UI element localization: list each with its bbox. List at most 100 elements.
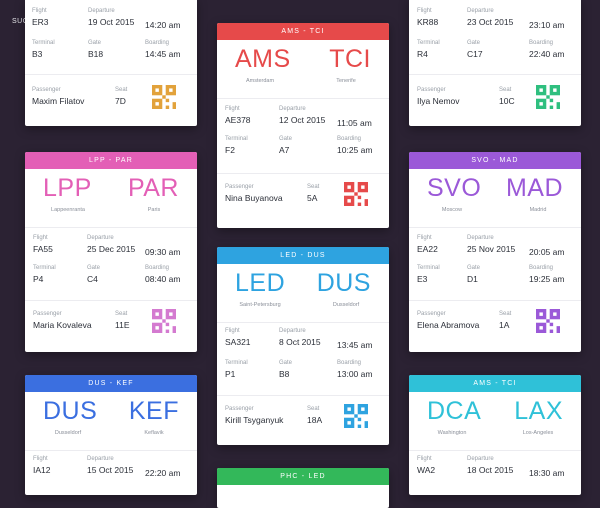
passenger-name: Maxim Filatov [32,96,85,106]
boarding-time: 22:40 am [529,49,565,59]
passenger-label: Passenger [33,311,62,317]
destination-code: KEF [128,397,179,425]
origin-code: SVO [427,174,482,202]
boarding-label: Boarding [529,40,554,46]
gate-value: C4 [87,274,98,284]
passenger-label: Passenger [225,406,254,412]
departure-time: 14:20 am [145,20,181,30]
passenger-label: Passenger [32,87,61,93]
origin-city: Washington [437,430,467,436]
departure-time: 22:20 am [145,468,181,478]
flight-label: Flight [33,235,48,241]
qr-code-icon [536,85,560,109]
departure-date: 23 Oct 2015 [467,17,514,27]
passenger-name: Ilya Nemov [417,96,460,106]
flight-label: Flight [32,8,47,14]
departure-label: Departure [279,106,306,112]
passenger-label: Passenger [417,87,446,93]
gate-label: Gate [87,265,101,271]
boarding-pass-card[interactable]: Flight KR88 Departure 23 Oct 2015 23:10 am… [409,0,581,126]
origin-city: Amsterdam [245,78,275,84]
departure-time: 11:05 am [337,118,372,128]
route-band: DUS - KEF [25,375,197,392]
departure-time: 20:05 am [529,247,565,257]
destination-code: MAD [505,174,563,202]
flight-number: KR88 [417,17,439,27]
boarding-pass-card[interactable]: AMS - TCI DCA LAX Washington Los-Angeles… [409,375,581,495]
qr-code-icon [152,309,176,333]
destination-city: Keflavik [144,430,164,436]
seat-label: Seat [499,311,512,317]
departure-date: 25 Nov 2015 [467,244,516,254]
destination-city: Los-Angeles [522,430,554,436]
seat-label: Seat [307,406,320,412]
boarding-pass-card[interactable]: LED - DUS LED DUS Saint-Petersburg Dusse… [217,247,389,445]
terminal-value: B3 [32,49,43,59]
seat-value: 18A [307,415,323,425]
flight-label: Flight [417,8,432,14]
seat-value: 10C [499,96,515,106]
seat-label: Seat [307,184,320,190]
flight-number: SA321 [225,337,251,347]
terminal-label: Terminal [225,360,248,366]
departure-time: 13:45 am [337,340,373,350]
boarding-pass-card[interactable]: LPP - PAR LPP PAR Lappeenranta Paris Fli… [25,152,197,352]
gate-value: D1 [467,274,478,284]
gate-label: Gate [279,136,293,142]
boarding-pass-card[interactable]: PHC - LED [217,468,389,508]
boarding-time: 13:00 am [337,369,373,379]
origin-code: LPP [43,174,92,202]
flight-number: EA22 [417,244,438,254]
passenger-name: Nina Buyanova [225,193,283,203]
boarding-pass-card[interactable]: AMS - TCI AMS TCI Amsterdam Tenerife Fli… [217,23,389,228]
boarding-pass-card[interactable]: SVO - MAD SVO MAD Moscow Madrid Flight EA… [409,152,581,352]
boarding-pass-card[interactable]: Flight ER3 Departure 19 Oct 2015 14:20 am … [25,0,197,126]
departure-label: Departure [467,456,494,462]
boarding-label: Boarding [145,265,170,271]
flight-label: Flight [417,456,432,462]
boarding-label: Boarding [145,40,170,46]
origin-code: LED [235,269,286,297]
origin-city: Lappeenranta [51,207,85,213]
departure-label: Departure [467,8,494,14]
boarding-pass-card[interactable]: DUS - KEF DUS KEF Dusseldorf Keflavik Fl… [25,375,197,495]
destination-code: DUS [316,269,371,297]
gate-label: Gate [88,40,102,46]
route-band: AMS - TCI [409,375,581,392]
seat-label: Seat [499,87,512,93]
seat-value: 7D [115,96,126,106]
departure-label: Departure [467,235,494,241]
departure-date: 12 Oct 2015 [279,115,326,125]
boarding-label: Boarding [337,136,362,142]
seat-label: Seat [115,311,128,317]
passenger-name: Elena Abramova [417,320,480,330]
flight-number: ER3 [32,17,49,27]
departure-time: 09:30 am [145,247,181,257]
departure-date: 8 Oct 2015 [279,337,321,347]
divider [217,98,389,99]
divider [25,450,197,451]
qr-code-icon [344,182,368,206]
departure-date: 18 Oct 2015 [467,465,514,475]
origin-city: Saint-Petersburg [239,302,281,308]
origin-code: DCA [427,397,482,425]
terminal-value: R4 [417,49,428,59]
destination-city: Madrid [529,207,547,213]
destination-city: Tenerife [336,78,356,84]
terminal-label: Terminal [417,265,440,271]
boarding-time: 14:45 am [145,49,181,59]
passenger-label: Passenger [417,311,446,317]
destination-code: LAX [514,397,563,425]
route-band: AMS - TCI [217,23,389,40]
departure-label: Departure [87,456,114,462]
qr-code-icon [152,85,176,109]
flight-number: IA12 [33,465,51,475]
origin-city: Moscow [441,207,463,213]
gate-label: Gate [279,360,293,366]
departure-date: 15 Oct 2015 [87,465,134,475]
flight-number: FA55 [33,244,53,254]
gate-value: B8 [279,369,290,379]
departure-date: 19 Oct 2015 [88,17,135,27]
terminal-value: P1 [225,369,236,379]
departure-label: Departure [88,8,115,14]
